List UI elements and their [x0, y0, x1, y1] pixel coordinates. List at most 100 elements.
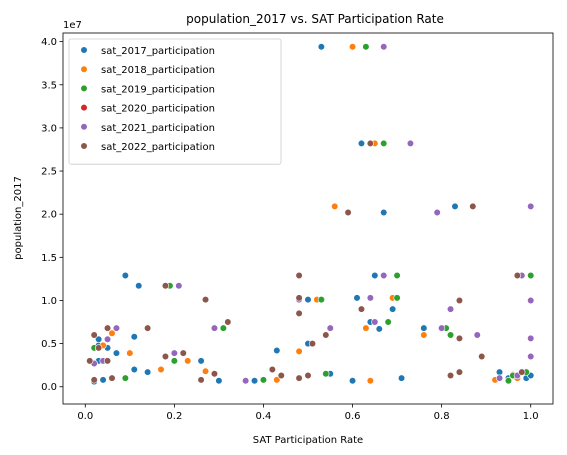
- scatter-point: [513, 271, 521, 280]
- scatter-point: [384, 318, 392, 326]
- scatter-point: [518, 368, 526, 376]
- scatter-point: [170, 349, 178, 357]
- legend: sat_2017_participation sat_2018_participa…: [68, 38, 282, 165]
- scatter-point: [295, 347, 303, 355]
- scatter-point: [179, 349, 187, 357]
- scatter-point: [455, 368, 464, 376]
- x-tick-label: 0.6: [345, 411, 361, 422]
- scatter-point: [362, 324, 370, 332]
- scatter-point: [201, 296, 210, 304]
- scatter-point: [135, 282, 143, 290]
- scatter-point: [210, 324, 219, 332]
- scatter-point: [170, 357, 178, 365]
- x-axis: 0.0 0.2 0.4 0.6 0.8 1.0: [77, 404, 539, 422]
- scatter-point: [348, 377, 357, 385]
- chart-title: population_2017 vs. SAT Participation Ra…: [186, 12, 444, 26]
- scatter-point: [331, 202, 339, 211]
- scatter-point: [357, 139, 366, 148]
- scatter-point: [357, 305, 366, 313]
- scatter-point: [277, 371, 285, 380]
- scatter-point: [197, 357, 205, 365]
- scatter-point: [295, 271, 303, 280]
- scatter-point: [527, 271, 535, 280]
- scatter-point: [420, 324, 428, 332]
- scatter-point: [362, 43, 370, 51]
- y-tick-label: 0.5: [41, 339, 57, 350]
- scatter-point: [478, 352, 486, 361]
- legend-marker: [80, 65, 88, 73]
- scatter-point: [219, 324, 227, 332]
- scatter-point: [451, 202, 459, 211]
- scatter-point: [112, 349, 121, 357]
- x-tick-label: 0.0: [77, 411, 93, 422]
- scatter-point: [295, 374, 303, 382]
- x-tick-label: 0.8: [434, 411, 450, 422]
- data-points: [86, 43, 535, 386]
- scatter-point: [495, 374, 504, 382]
- legend-label: sat_2018_participation: [101, 65, 215, 76]
- scatter-point: [527, 296, 535, 305]
- scatter-point: [469, 202, 477, 211]
- scatter-point: [99, 376, 107, 384]
- y-axis: 0.0 0.5 1.0 1.5 2.0 2.5 3.0 3.5 4.0: [41, 37, 63, 393]
- scatter-point: [103, 357, 112, 365]
- scatter-point: [380, 43, 388, 51]
- scatter-point: [348, 43, 357, 51]
- scatter-point: [108, 374, 116, 382]
- scatter-point: [504, 377, 513, 385]
- scatter-point: [304, 296, 312, 304]
- y-tick-label: 2.0: [41, 210, 57, 221]
- scatter-point: [446, 371, 455, 380]
- scatter-point: [175, 282, 183, 290]
- y-tick-label: 4.0: [41, 37, 57, 48]
- y-axis-label: population_2017: [13, 176, 24, 260]
- scatter-point: [112, 324, 121, 332]
- scatter-point: [375, 325, 383, 333]
- scatter-point: [126, 349, 134, 357]
- scatter-point: [393, 271, 401, 280]
- scatter-point: [103, 335, 112, 343]
- scatter-point: [103, 324, 112, 332]
- scatter-point: [344, 208, 352, 217]
- scatter-point: [473, 331, 481, 339]
- scatter-point: [317, 43, 325, 51]
- scatter-point: [380, 271, 388, 280]
- scatter-point: [250, 377, 259, 385]
- y-offset-label: 1e7: [63, 20, 82, 31]
- scatter-point: [157, 365, 165, 374]
- scatter-point: [366, 377, 374, 385]
- scatter-point: [144, 368, 152, 376]
- legend-label: sat_2019_participation: [101, 84, 215, 95]
- scatter-point: [420, 331, 428, 339]
- scatter-point: [380, 208, 388, 217]
- scatter-point: [393, 294, 401, 302]
- scatter-point: [215, 377, 223, 385]
- scatter-point: [90, 331, 98, 339]
- scatter-point: [90, 376, 98, 384]
- scatter-point: [317, 296, 325, 304]
- scatter-point: [108, 329, 116, 337]
- y-tick-label: 0.0: [41, 382, 57, 393]
- scatter-point: [455, 334, 464, 343]
- scatter-point: [95, 335, 103, 343]
- scatter-point: [322, 370, 330, 378]
- scatter-point: [304, 371, 312, 380]
- scatter-point: [495, 368, 504, 376]
- scatter-point: [130, 333, 138, 341]
- legend-label: sat_2017_participation: [101, 46, 215, 57]
- scatter-point: [308, 340, 317, 348]
- legend-frame: [68, 38, 282, 165]
- x-axis-label: SAT Participation Rate: [253, 435, 363, 446]
- scatter-point: [224, 318, 232, 326]
- y-tick-label: 3.0: [41, 123, 57, 134]
- legend-label: sat_2021_participation: [101, 123, 215, 134]
- scatter-point: [201, 367, 210, 375]
- scatter-point: [322, 331, 330, 339]
- scatter-point: [268, 365, 276, 374]
- scatter-point: [95, 344, 103, 352]
- x-tick-label: 0.2: [166, 411, 182, 422]
- scatter-point: [366, 139, 374, 148]
- y-tick-label: 2.5: [41, 167, 57, 178]
- legend-marker: [80, 103, 88, 112]
- scatter-point: [380, 139, 388, 148]
